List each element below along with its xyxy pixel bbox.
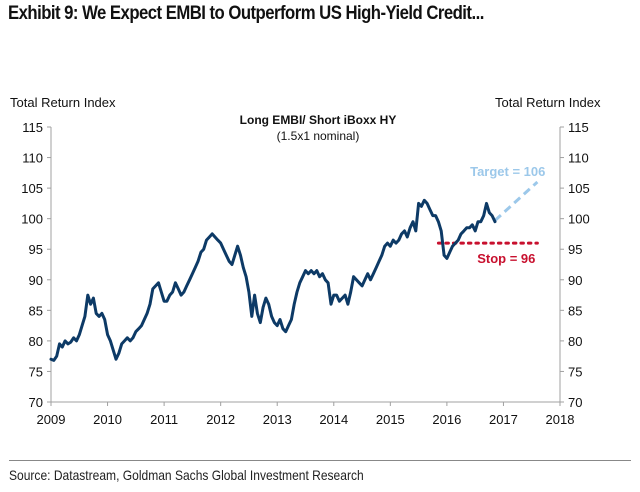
x-tick-label: 2010 bbox=[93, 412, 122, 427]
x-tick-label: 2009 bbox=[37, 412, 66, 427]
x-tick-label: 2017 bbox=[489, 412, 518, 427]
chart: Total Return Index Total Return Index Lo… bbox=[10, 95, 601, 427]
x-tick-label: 2012 bbox=[206, 412, 235, 427]
annotation-labels: Target = 106 Stop = 96 bbox=[470, 164, 545, 266]
x-tick-label: 2016 bbox=[432, 412, 461, 427]
y-tick-label-left: 100 bbox=[21, 212, 43, 227]
target-label: Target = 106 bbox=[470, 164, 545, 179]
y-tick-label-left: 110 bbox=[22, 151, 43, 166]
x-tick-label: 2015 bbox=[376, 412, 405, 427]
y-tick-label-right: 115 bbox=[568, 120, 589, 135]
y-tick-label-left: 95 bbox=[29, 242, 43, 257]
y-tick-label-right: 110 bbox=[568, 151, 589, 166]
target-projection-line bbox=[493, 180, 539, 222]
chart-series-title: Long EMBI/ Short iBoxx HY bbox=[240, 113, 397, 127]
y-tick-label-left: 70 bbox=[29, 395, 43, 410]
x-tick-label: 2013 bbox=[263, 412, 292, 427]
chart-series-subtitle: (1.5x1 nominal) bbox=[277, 129, 360, 143]
y-tick-label-right: 95 bbox=[568, 242, 582, 257]
axes: 70 70 75 75 80 80 85 85 90 90 95 95 100 100 105 105 110 1… bbox=[21, 120, 589, 427]
stop-label: Stop = 96 bbox=[477, 251, 535, 266]
y-tick-label-left: 85 bbox=[29, 303, 43, 318]
y-axis-label-left: Total Return Index bbox=[10, 95, 116, 110]
exhibit-title: Exhibit 9: We Expect EMBI to Outperform … bbox=[8, 3, 484, 24]
y-tick-label-right: 70 bbox=[568, 395, 582, 410]
y-tick-label-left: 80 bbox=[29, 334, 43, 349]
x-tick-label: 2014 bbox=[319, 412, 348, 427]
source-note: Source: Datastream, Goldman Sachs Global… bbox=[9, 467, 364, 483]
x-tick-label: 2018 bbox=[546, 412, 575, 427]
y-tick-label-right: 85 bbox=[568, 303, 582, 318]
y-tick-label-right: 105 bbox=[568, 181, 590, 196]
y-tick-label-right: 75 bbox=[568, 364, 582, 379]
y-tick-label-left: 90 bbox=[29, 273, 43, 288]
y-tick-label-left: 75 bbox=[29, 364, 43, 379]
y-tick-label-right: 90 bbox=[568, 273, 582, 288]
y-axis-label-right: Total Return Index bbox=[495, 95, 601, 110]
y-tick-label-left: 115 bbox=[22, 120, 43, 135]
series-line-0 bbox=[49, 198, 497, 362]
y-tick-label-left: 105 bbox=[21, 181, 43, 196]
series-group bbox=[49, 198, 497, 362]
y-tick-label-right: 80 bbox=[568, 334, 582, 349]
y-tick-label-right: 100 bbox=[568, 212, 590, 227]
source-divider bbox=[9, 460, 631, 461]
x-tick-label: 2011 bbox=[150, 412, 178, 427]
